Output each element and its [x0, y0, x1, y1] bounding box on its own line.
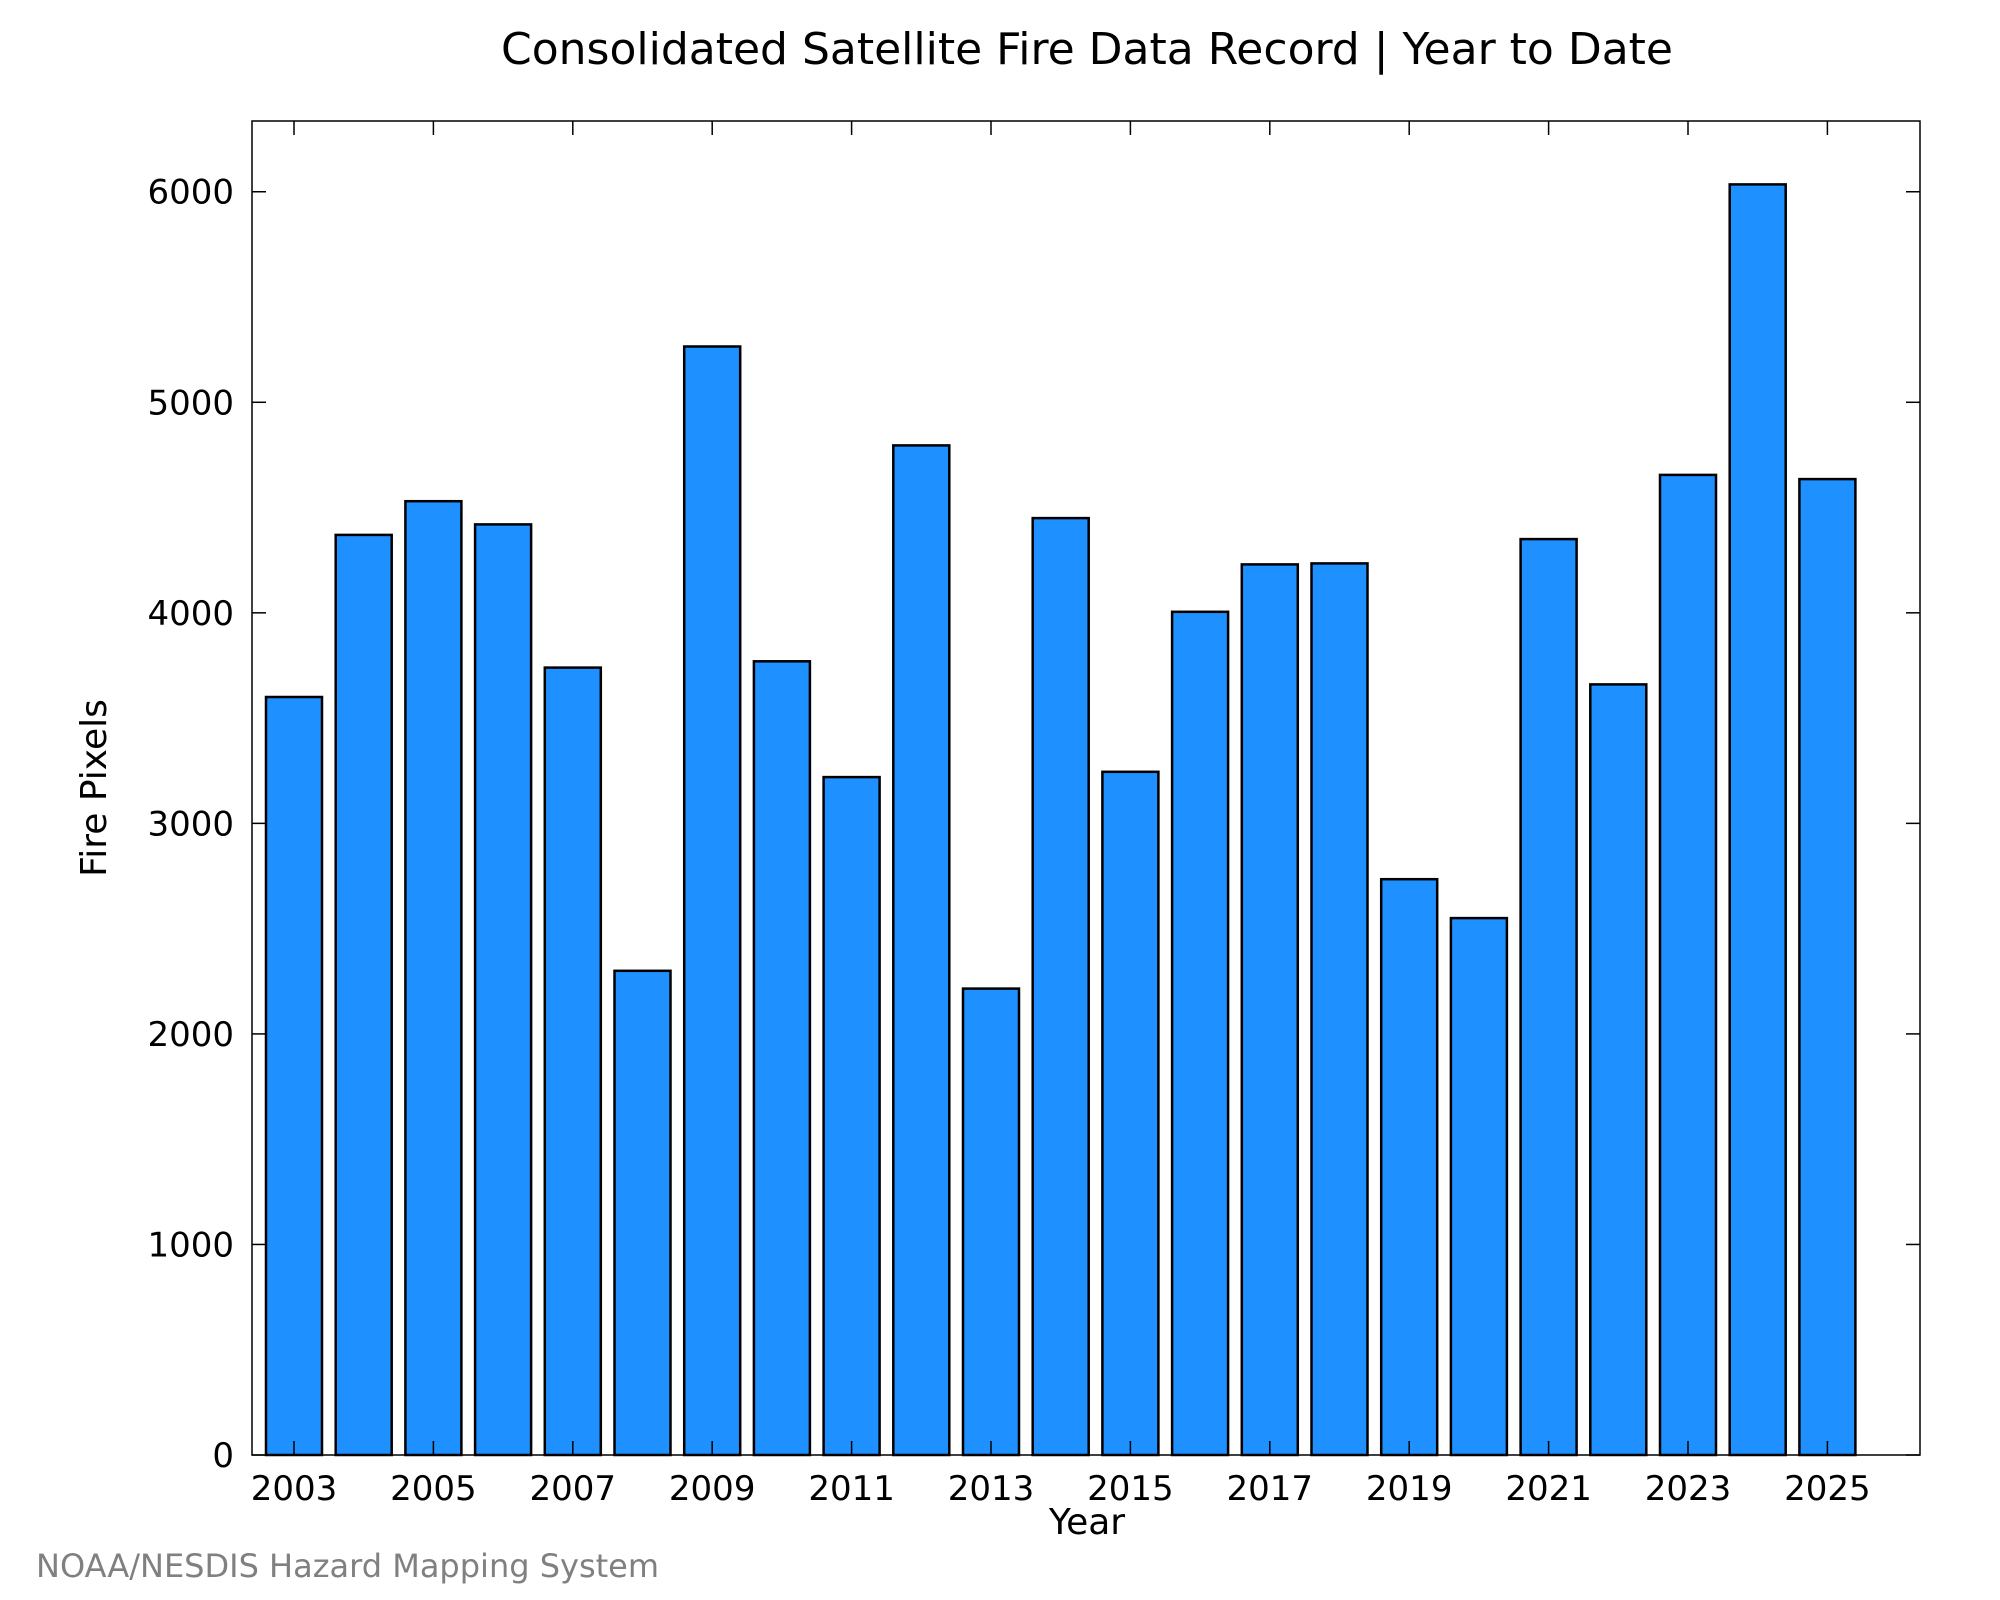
x-tick-label: 2011 — [808, 1469, 895, 1509]
y-tick-label: 1000 — [147, 1226, 234, 1266]
bar-2020 — [1449, 916, 1509, 1457]
bar-2003 — [264, 695, 324, 1457]
x-tick-label: 2019 — [1366, 1469, 1453, 1509]
bar-2013 — [961, 987, 1021, 1457]
bar-2006 — [473, 523, 533, 1457]
bar-2019 — [1379, 877, 1439, 1457]
x-tick-label: 2025 — [1784, 1469, 1871, 1509]
x-tick-label: 2007 — [530, 1469, 617, 1509]
y-tick-label: 6000 — [147, 173, 234, 213]
bar-2018 — [1310, 562, 1369, 1457]
y-tick-label: 2000 — [147, 1015, 234, 1055]
bar-2011 — [822, 775, 881, 1457]
x-tick-label: 2005 — [390, 1469, 477, 1509]
y-tick-label: 5000 — [147, 383, 234, 423]
bar-2021 — [1519, 537, 1578, 1457]
credit-text: NOAA/NESDIS Hazard Mapping System — [36, 1547, 659, 1585]
bar-2008 — [613, 969, 672, 1457]
x-tick-label: 2015 — [1087, 1469, 1174, 1509]
bar-2025 — [1798, 477, 1857, 1457]
x-tick-label: 2017 — [1227, 1469, 1314, 1509]
bar-2016 — [1170, 610, 1230, 1457]
plot-frame — [251, 120, 1921, 1456]
y-axis-label: Fire Pixels — [74, 699, 115, 877]
x-tick-label: 2013 — [948, 1469, 1035, 1509]
x-tick-labels: 2003 2005 2007 2009 2011 2013 2015 2017 2019 2021… — [251, 1469, 1871, 1509]
bar-2009 — [682, 345, 742, 1457]
y-tick-label: 4000 — [147, 594, 234, 634]
y-tick-label: 0 — [212, 1436, 234, 1476]
bar-2024 — [1728, 183, 1787, 1457]
x-tick-label: 2023 — [1645, 1469, 1732, 1509]
x-tick-label: 2003 — [251, 1469, 338, 1509]
bar-2014 — [1031, 516, 1090, 1457]
x-axis-label: Year — [1048, 1502, 1125, 1543]
y-tick-labels: 0 1000 2000 3000 4000 5000 6000 — [147, 173, 234, 1476]
bar-2005 — [404, 499, 463, 1457]
bar-2004 — [334, 533, 393, 1457]
chart-title: Consolidated Satellite Fire Data Record … — [501, 24, 1673, 75]
bar-2023 — [1658, 473, 1718, 1457]
x-tick-label: 2009 — [669, 1469, 756, 1509]
y-tick-label: 3000 — [147, 804, 234, 844]
bars-group — [264, 183, 1857, 1457]
bar-2015 — [1101, 770, 1160, 1457]
x-tick-label: 2021 — [1505, 1469, 1592, 1509]
bar-2017 — [1240, 563, 1300, 1457]
bar-2010 — [752, 660, 812, 1457]
bar-2012 — [892, 444, 951, 1457]
bar-2022 — [1589, 683, 1648, 1457]
bar-2007 — [543, 666, 603, 1457]
